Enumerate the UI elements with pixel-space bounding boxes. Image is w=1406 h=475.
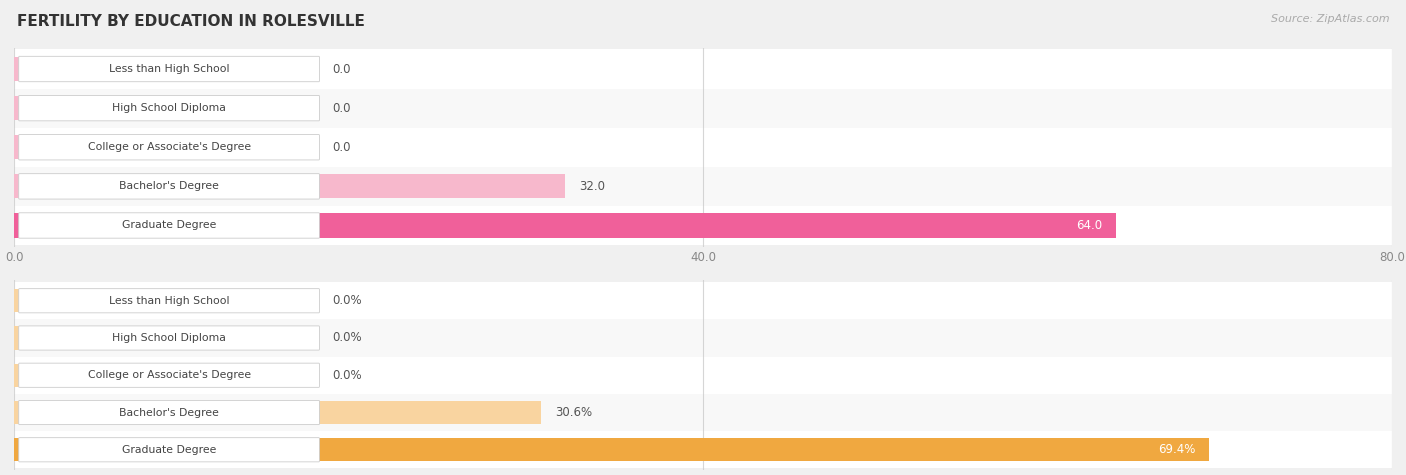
Bar: [14, 167, 1392, 206]
Bar: [14, 174, 565, 199]
Text: Less than High School: Less than High School: [108, 296, 229, 306]
Bar: [14, 357, 1392, 394]
Text: High School Diploma: High School Diploma: [112, 103, 226, 113]
FancyBboxPatch shape: [18, 400, 319, 425]
Text: Graduate Degree: Graduate Degree: [122, 220, 217, 230]
Text: 0.0%: 0.0%: [333, 294, 363, 307]
Text: 0.0: 0.0: [333, 63, 352, 76]
Bar: [14, 213, 1116, 238]
FancyBboxPatch shape: [18, 134, 319, 160]
FancyBboxPatch shape: [18, 57, 319, 82]
Bar: [14, 289, 39, 312]
Bar: [14, 57, 39, 81]
Text: 0.0: 0.0: [333, 141, 352, 154]
Text: College or Associate's Degree: College or Associate's Degree: [87, 370, 250, 380]
FancyBboxPatch shape: [18, 174, 319, 199]
Bar: [14, 319, 1392, 357]
FancyBboxPatch shape: [18, 95, 319, 121]
Bar: [14, 364, 39, 387]
Text: FERTILITY BY EDUCATION IN ROLESVILLE: FERTILITY BY EDUCATION IN ROLESVILLE: [17, 14, 364, 29]
Bar: [14, 135, 39, 160]
FancyBboxPatch shape: [18, 437, 319, 462]
Bar: [14, 128, 1392, 167]
Text: Bachelor's Degree: Bachelor's Degree: [120, 408, 219, 418]
Bar: [14, 401, 541, 424]
Bar: [14, 96, 39, 120]
Bar: [14, 49, 1392, 88]
Bar: [14, 431, 1392, 468]
Text: Bachelor's Degree: Bachelor's Degree: [120, 181, 219, 191]
Text: High School Diploma: High School Diploma: [112, 333, 226, 343]
Text: 32.0: 32.0: [579, 180, 605, 193]
FancyBboxPatch shape: [18, 213, 319, 238]
Text: 0.0%: 0.0%: [333, 369, 363, 382]
FancyBboxPatch shape: [18, 363, 319, 387]
Bar: [14, 394, 1392, 431]
FancyBboxPatch shape: [18, 326, 319, 350]
Text: 0.0%: 0.0%: [333, 332, 363, 344]
Text: 30.6%: 30.6%: [555, 406, 592, 419]
Text: Graduate Degree: Graduate Degree: [122, 445, 217, 455]
Text: Source: ZipAtlas.com: Source: ZipAtlas.com: [1271, 14, 1389, 24]
Text: College or Associate's Degree: College or Associate's Degree: [87, 142, 250, 152]
FancyBboxPatch shape: [18, 289, 319, 313]
Text: 0.0: 0.0: [333, 102, 352, 114]
Text: 69.4%: 69.4%: [1159, 443, 1195, 456]
Bar: [14, 282, 1392, 319]
Text: Less than High School: Less than High School: [108, 64, 229, 74]
Bar: [14, 88, 1392, 128]
Bar: [14, 206, 1392, 245]
Bar: [14, 438, 1209, 461]
Bar: [14, 326, 39, 350]
Text: 64.0: 64.0: [1077, 219, 1102, 232]
